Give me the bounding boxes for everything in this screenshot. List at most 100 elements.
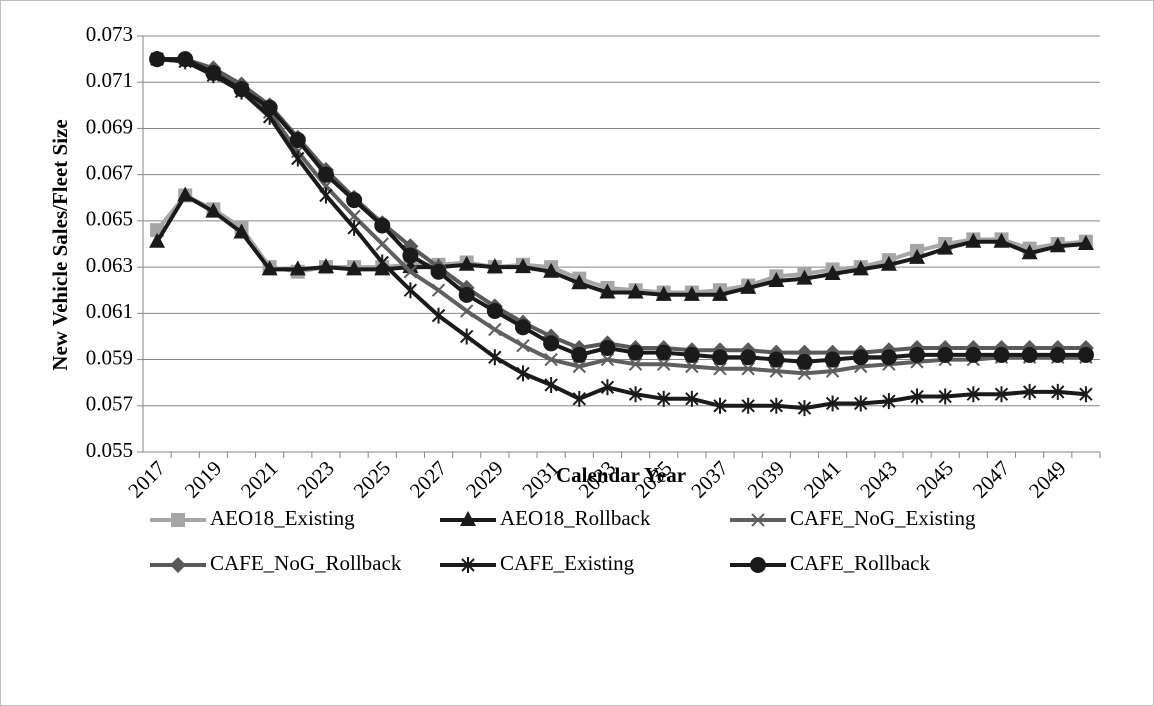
y-tick-label: 0.071	[86, 68, 133, 92]
marker	[628, 386, 643, 403]
marker	[993, 346, 1010, 363]
marker	[544, 376, 558, 393]
marker	[852, 260, 869, 276]
y-tick-label: 0.069	[86, 114, 133, 138]
marker	[402, 247, 419, 264]
y-tick-label: 0.063	[86, 253, 133, 277]
marker	[177, 186, 194, 202]
marker	[880, 349, 897, 366]
marker	[431, 307, 446, 324]
marker	[599, 283, 616, 299]
marker	[346, 260, 363, 276]
marker	[657, 390, 671, 407]
marker	[319, 187, 333, 204]
marker	[965, 346, 982, 363]
marker	[655, 285, 672, 301]
y-tick-label: 0.057	[86, 392, 133, 416]
x-axis-title: Calendar Year	[556, 463, 686, 487]
marker	[965, 232, 982, 248]
marker	[543, 335, 560, 352]
marker	[909, 248, 926, 264]
marker	[769, 364, 784, 378]
marker	[430, 263, 447, 280]
marker	[1022, 383, 1037, 400]
legend-marker	[751, 513, 765, 527]
marker	[966, 386, 981, 403]
marker	[261, 260, 278, 276]
marker	[683, 285, 700, 301]
marker	[628, 357, 643, 371]
marker	[261, 99, 278, 116]
marker	[375, 254, 389, 271]
series	[150, 52, 1093, 381]
marker	[374, 217, 391, 234]
marker	[1021, 244, 1038, 260]
marker	[347, 219, 361, 236]
series-line	[157, 57, 1086, 355]
y-tick-label: 0.073	[86, 22, 133, 46]
series	[149, 51, 1094, 370]
marker	[712, 349, 729, 366]
marker	[544, 352, 558, 367]
marker	[910, 388, 924, 405]
legend-marker	[460, 511, 476, 526]
legend-marker	[170, 557, 186, 573]
marker	[797, 366, 812, 381]
marker	[937, 346, 954, 363]
marker	[149, 51, 166, 68]
y-tick-label: 0.067	[86, 160, 133, 184]
y-tick-label: 0.055	[86, 438, 133, 462]
marker	[768, 271, 785, 287]
marker	[1049, 346, 1066, 363]
marker	[685, 359, 699, 374]
marker	[600, 379, 615, 396]
series-line	[156, 57, 1086, 376]
marker	[627, 283, 644, 299]
marker	[514, 258, 531, 274]
legend-item: AEO18_Rollback	[440, 506, 651, 530]
marker	[205, 202, 222, 218]
marker	[599, 340, 616, 356]
marker	[937, 239, 954, 255]
legend-marker	[750, 557, 766, 573]
marker	[177, 51, 194, 68]
series-line	[155, 193, 1087, 297]
marker	[403, 282, 418, 299]
legend-item: CAFE_Existing	[440, 551, 635, 575]
marker	[825, 395, 840, 412]
marker	[740, 349, 757, 366]
marker	[1051, 383, 1065, 400]
marker	[741, 362, 755, 376]
marker	[289, 132, 306, 148]
marker	[403, 265, 418, 279]
marker	[317, 258, 334, 274]
marker	[205, 64, 222, 81]
marker	[600, 352, 615, 367]
legend-label: CAFE_NoG_Existing	[790, 506, 976, 530]
marker	[854, 395, 868, 412]
marker	[486, 258, 503, 274]
marker	[713, 362, 727, 376]
marker	[486, 303, 503, 320]
marker	[514, 319, 531, 336]
legend-label: AEO18_Existing	[210, 506, 355, 530]
marker	[1079, 386, 1093, 403]
marker	[1049, 237, 1066, 253]
series-line	[157, 57, 1086, 364]
y-tick-label: 0.065	[86, 207, 133, 231]
marker	[685, 390, 699, 407]
legend-item: AEO18_Existing	[150, 506, 355, 530]
legend-label: AEO18_Rollback	[500, 506, 651, 530]
marker	[572, 359, 586, 374]
marker	[740, 278, 757, 294]
marker	[712, 285, 729, 301]
marker	[657, 357, 671, 371]
marker	[993, 232, 1010, 248]
marker	[1077, 346, 1094, 363]
marker	[852, 349, 869, 366]
marker	[233, 223, 250, 239]
marker	[825, 364, 840, 378]
series	[150, 51, 1093, 417]
marker	[571, 274, 588, 290]
